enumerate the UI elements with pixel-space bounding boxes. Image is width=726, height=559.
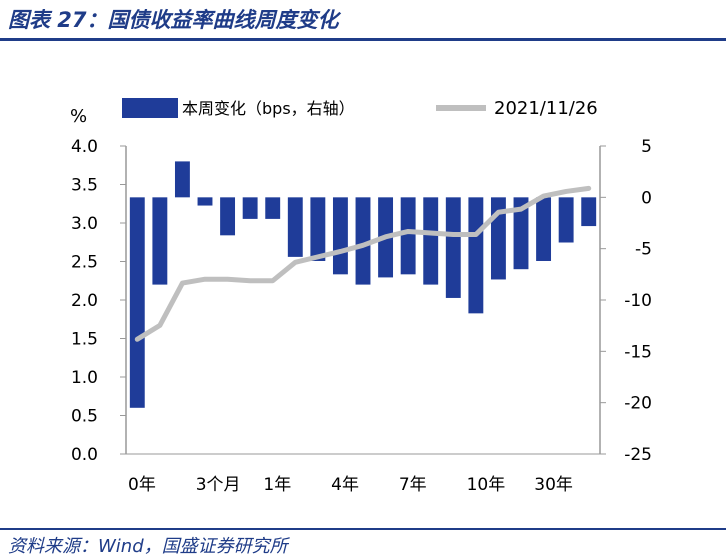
x-axis-tick-label: 0年 [128,475,156,495]
bar [445,197,461,298]
source-divider [0,528,726,530]
left-axis-tick-label: 2.5 [71,253,98,273]
bar [310,197,326,261]
right-axis-tick-label: -20 [624,394,652,414]
left-axis-tick-label: 1.5 [71,330,98,350]
bar [355,197,371,285]
bar [242,197,258,219]
left-axis-tick-label: 2.0 [71,291,98,311]
right-axis-tick-label: -25 [624,445,652,465]
x-axis-tick-label: 3个月 [196,475,241,495]
title-divider [0,38,726,41]
yield-curve-chart: 本周变化（bps，右轴） 2021/11/26 % 0.0 0.5 1.0 1.5 2.… [70,98,652,495]
bar [558,197,574,243]
bar [536,197,552,261]
left-axis-tick-label: 0.0 [71,445,98,465]
left-axis-tick-label: 1.0 [71,368,98,388]
bar [513,197,529,270]
bar-series [129,161,597,408]
legend: 本周变化（bps，右轴） 2021/11/26 [122,98,598,119]
bar [152,197,168,285]
legend-line-label: 2021/11/26 [494,98,598,119]
bar [287,197,303,257]
bar [197,197,213,206]
bar [129,197,145,408]
x-axis-tick-label: 1年 [263,475,291,495]
bar [581,197,597,227]
bar [423,197,439,285]
right-axis-tick-label: -15 [624,342,652,362]
left-axis-tick-label: 0.5 [71,407,98,427]
left-axis-tick-label: 3.0 [71,214,98,234]
yield-curve-line [134,185,592,342]
right-axis-tick-label: -5 [635,240,652,260]
x-axis-tick-label: 7年 [399,475,427,495]
bar [174,161,190,198]
legend-bar-swatch [122,98,178,118]
tick-labels: 0.0 0.5 1.0 1.5 2.0 2.5 3.0 3.5 4.0 5 0 -5 -10 -15 -20… [71,137,652,495]
bar [265,197,281,219]
bar [400,197,416,275]
right-axis-tick-label: 0 [641,188,652,208]
x-axis-tick-label: 4年 [331,475,359,495]
left-axis-tick-label: 4.0 [71,137,98,157]
left-axis-unit: % [70,106,87,127]
left-axis-tick-label: 3.5 [71,176,98,196]
axes [120,145,606,455]
chart-title: 图表 27：国债收益率曲线周度变化 [8,8,339,32]
x-axis-tick-label: 30年 [534,475,573,495]
bar [220,197,236,236]
right-axis-tick-label: -10 [624,291,652,311]
bar [332,197,348,275]
x-axis-tick-label: 10年 [467,475,506,495]
right-axis-tick-label: 5 [641,137,652,157]
line-series [134,185,592,342]
bar [468,197,484,314]
legend-bar-label: 本周变化（bps，右轴） [182,99,355,118]
source-note: 资料来源：Wind，国盛证券研究所 [8,536,288,557]
